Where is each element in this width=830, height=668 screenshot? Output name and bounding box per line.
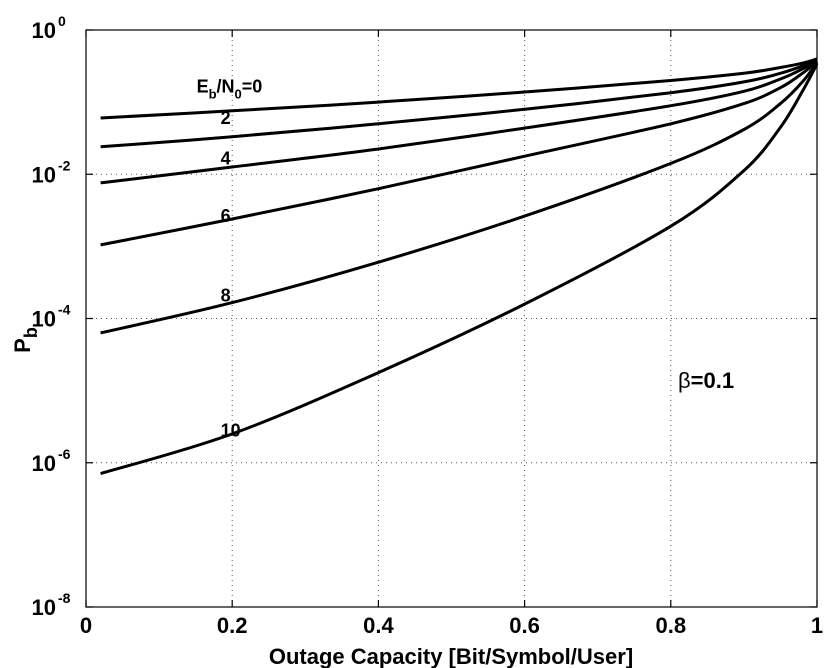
y-tick-exponent: -4 [58,302,71,318]
x-tick-label: 0.2 [217,613,248,638]
y-tick-label: 10 [32,162,56,187]
y-tick-label: 10 [32,451,56,476]
curve-label: 2 [221,108,231,128]
label-e: E [197,76,209,96]
y-label-sub: b [21,327,41,338]
series-line-4 [100,61,819,335]
y-tick-exponent: -6 [58,446,71,462]
series-line-2 [100,59,818,185]
curve-label: 8 [221,285,231,305]
beta-value: =0.1 [691,368,734,393]
x-tick-label: 0.8 [656,613,687,638]
beta-annotation: β=0.1 [678,368,734,393]
label-eq: =0 [242,76,263,96]
series-line-0 [100,57,818,120]
curve-label: 6 [221,206,231,226]
y-tick-label: 10 [32,18,56,43]
x-tick-label: 1 [811,613,823,638]
label-slash-n: /N [217,76,235,96]
series-line-3 [100,60,818,247]
grid [86,30,817,607]
y-tick-label: 10 [32,307,56,332]
x-axis-label: Outage Capacity [Bit/Symbol/User] [269,644,633,668]
series-line-5 [100,63,819,476]
y-tick-exponent: -8 [58,590,71,606]
x-tick-label: 0.4 [363,613,394,638]
x-tick-label: 0 [80,613,92,638]
curves [100,57,819,476]
label-0-sub: 0 [235,86,242,101]
series-line-1 [100,58,818,149]
beta-symbol: β [678,368,691,393]
y-tick-exponent: -2 [58,157,71,173]
y-axis-label: Pb [10,327,41,353]
curve-labels: 2 4 6 8 10 [221,108,241,440]
y-tick-label: 10 [32,595,56,620]
x-tick-label: 0.6 [509,613,540,638]
y-label-main: P [10,338,35,353]
ticks [85,29,818,608]
curve-label: 4 [221,148,231,168]
curve-label: 10 [221,420,241,440]
label-b-sub: b [209,86,217,101]
y-tick-exponent: 0 [58,13,66,29]
curve-label-eb-n0-0: Eb/N0=0 [197,76,263,101]
